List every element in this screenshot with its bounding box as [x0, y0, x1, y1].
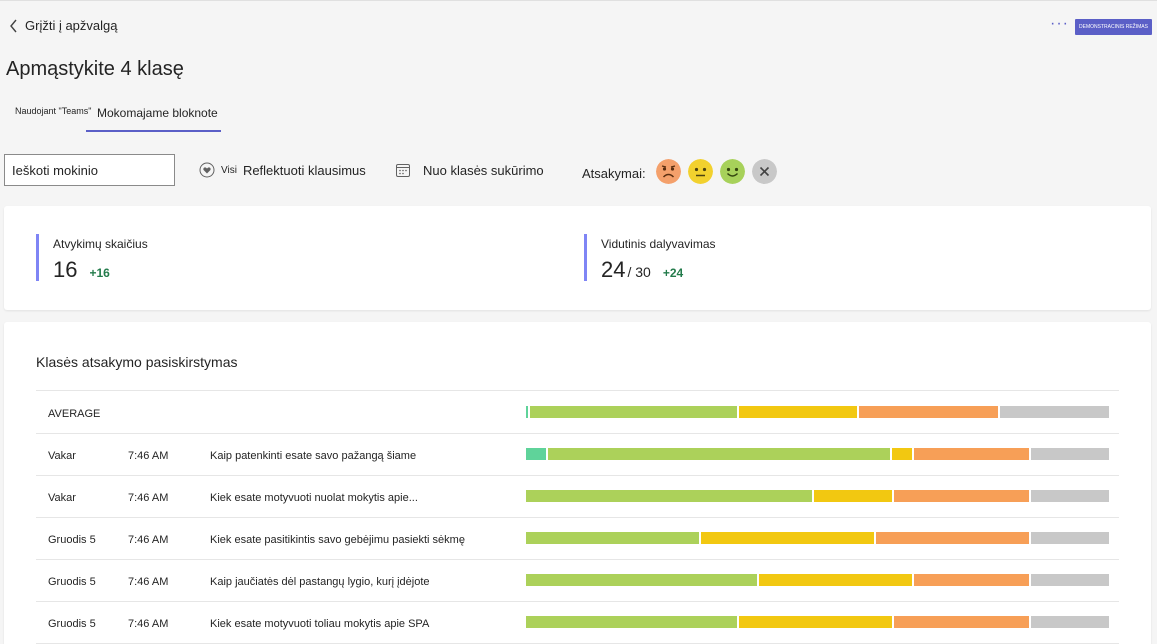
more-options-icon[interactable]: ···: [1050, 15, 1069, 32]
bar-segment-positive: [529, 406, 738, 418]
distribution-title: Klasės atsakymo pasiskirstymas: [36, 354, 238, 370]
attendance-value: 16: [53, 257, 78, 282]
bar-segment-positive: [526, 532, 700, 544]
row-time: 7:46 AM: [128, 576, 169, 588]
tab-class-notebook[interactable]: Mokomajame bloknote: [86, 106, 221, 132]
bar-segment-neutral: [738, 616, 892, 628]
bar-segment-no-response: [1031, 532, 1109, 544]
bar-segment-no-response: [1031, 616, 1109, 628]
bar-segment-very-positive: [526, 448, 547, 460]
participation-label: Vidutinis dalyvavimas: [601, 237, 716, 251]
row-divider: [36, 559, 1119, 560]
row-question: Kaip jaučiatės dėl pastangų lygio, kurį …: [210, 576, 430, 588]
row-time: 7:46 AM: [128, 450, 169, 462]
bar-segment-negative: [859, 406, 998, 418]
tab-teams[interactable]: Naudojant "Teams": [15, 106, 92, 116]
table-row[interactable]: Gruodis 5 7:46 AM Kiek esate pasitikintis …: [36, 518, 1119, 560]
sad-emoji-icon[interactable]: [656, 159, 681, 184]
attendance-label: Atvykimų skaičius: [53, 237, 148, 251]
bar-segment-neutral: [739, 406, 858, 418]
bar-segment-negative: [893, 616, 1030, 628]
happy-emoji-icon[interactable]: [720, 159, 745, 184]
row-divider: [36, 601, 1119, 602]
average-row: AVERAGE: [36, 392, 1119, 434]
table-row[interactable]: Vakar 7:46 AM Kaip patenkinti esate savo p…: [36, 434, 1119, 476]
row-divider: [36, 475, 1119, 476]
calendar-icon: [396, 164, 410, 177]
row-day: Gruodis 5: [48, 618, 96, 630]
date-filter-label: Nuo klasės sukūrimo: [423, 162, 544, 178]
participation-stat: Vidutinis dalyvavimas 24 / 30 +24: [584, 234, 716, 283]
bar-segment-no-response: [1031, 490, 1109, 502]
bar-segment-neutral: [701, 532, 875, 544]
bar-segment-negative: [876, 532, 1030, 544]
response-bar: [526, 406, 1110, 418]
questions-filter-prefix: Visi: [221, 164, 237, 176]
bar-segment-no-response: [999, 406, 1110, 418]
questions-filter[interactable]: Visi Reflektuoti klausimus: [199, 162, 366, 178]
row-day: Vakar: [48, 450, 76, 462]
chevron-left-icon: [10, 19, 17, 32]
table-row[interactable]: Gruodis 5 7:46 AM Kiek esate motyvuoti tol…: [36, 602, 1119, 644]
bar-segment-no-response: [1031, 448, 1109, 460]
row-day: Gruodis 5: [48, 534, 96, 546]
row-time: 7:46 AM: [128, 534, 169, 546]
table-row[interactable]: Gruodis 5 7:46 AM Kaip jaučiatės dėl pasta…: [36, 560, 1119, 602]
response-bar: [526, 532, 1109, 544]
bar-segment-positive: [526, 574, 757, 586]
row-day: Vakar: [48, 492, 76, 504]
top-border: [0, 0, 1157, 1]
demo-mode-badge: DEMONSTRACINIS REŽIMAS: [1075, 19, 1152, 35]
bar-segment-negative: [913, 574, 1030, 586]
row-question: Kiek esate pasitikintis savo gebėjimu pa…: [210, 534, 465, 546]
date-filter[interactable]: Nuo klasės sukūrimo: [395, 162, 544, 178]
page-title: Apmąstykite 4 klasę: [6, 58, 184, 80]
participation-delta: +24: [662, 266, 684, 280]
row-divider: [36, 433, 1119, 434]
attendance-value-row: 16 +16: [53, 257, 148, 283]
table-row[interactable]: Vakar 7:46 AM Kiek esate motyvuoti nuolat …: [36, 476, 1119, 518]
response-bar: [526, 490, 1109, 502]
heart-icon: [199, 162, 215, 178]
bar-segment-neutral: [813, 490, 892, 502]
participation-total: / 30: [627, 264, 651, 280]
row-divider: [36, 517, 1119, 518]
clear-filter-icon[interactable]: [752, 159, 777, 184]
stats-card: [4, 206, 1151, 310]
bar-segment-no-response: [1031, 574, 1109, 586]
search-student-input[interactable]: [4, 154, 175, 186]
distribution-card: [4, 322, 1151, 644]
row-question: Kaip patenkinti esate savo pažangą šiame: [210, 450, 417, 462]
bar-segment-negative: [893, 490, 1030, 502]
back-link[interactable]: Grįžti į apžvalgą: [9, 18, 117, 33]
questions-filter-label: Reflektuoti klausimus: [242, 162, 366, 178]
row-time: 7:46 AM: [128, 618, 169, 630]
bar-segment-positive: [526, 490, 812, 502]
divider: [36, 390, 1119, 391]
bar-segment-neutral: [758, 574, 912, 586]
bar-segment-positive: [526, 616, 737, 628]
participation-value-row: 24 / 30 +24: [601, 257, 716, 283]
bar-segment-very-positive: [526, 406, 528, 418]
attendance-delta: +16: [89, 266, 110, 280]
response-bar: [526, 574, 1109, 586]
neutral-emoji-icon[interactable]: [688, 159, 713, 184]
response-bar: [526, 616, 1109, 628]
row-day: Gruodis 5: [48, 576, 96, 588]
responses-label: Atsakymai:: [582, 166, 646, 181]
row-time: 7:46 AM: [128, 492, 169, 504]
back-link-label: Grįžti į apžvalgą: [25, 18, 118, 33]
participation-value: 24: [601, 257, 626, 282]
bar-segment-negative: [914, 448, 1030, 460]
bar-segment-positive: [548, 448, 891, 460]
row-question: Kiek esate motyvuoti toliau mokytis apie…: [210, 618, 430, 630]
response-bar: [526, 448, 1109, 460]
bar-segment-neutral: [892, 448, 913, 460]
attendance-stat: Atvykimų skaičius 16 +16: [36, 234, 148, 283]
average-label: AVERAGE: [48, 408, 101, 420]
row-question: Kiek esate motyvuoti nuolat mokytis apie…: [210, 492, 418, 504]
